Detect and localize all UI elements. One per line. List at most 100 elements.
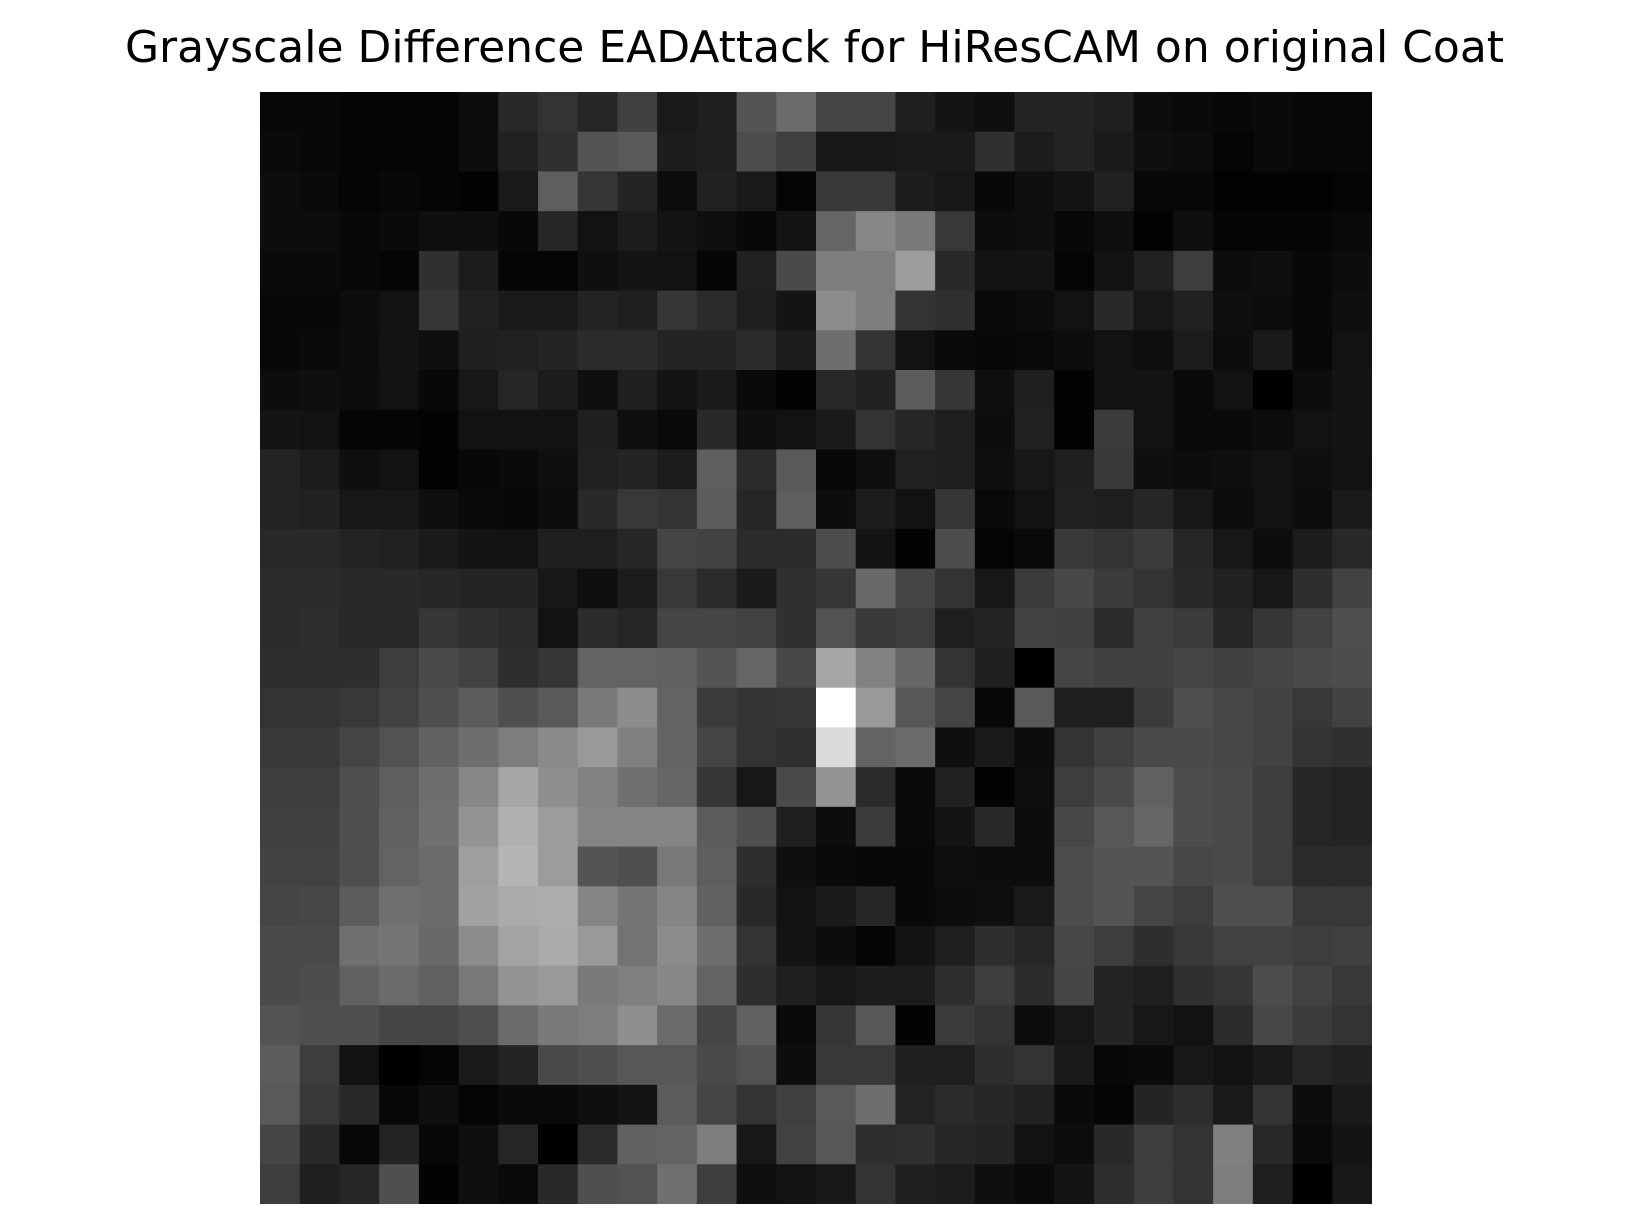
- heatmap-cell: [538, 290, 579, 331]
- heatmap-cell: [855, 330, 897, 371]
- heatmap-cell: [816, 449, 857, 490]
- heatmap-cell: [696, 211, 738, 252]
- heatmap-cell: [657, 846, 698, 887]
- heatmap-cell: [458, 250, 499, 292]
- heatmap-cell: [538, 1164, 579, 1204]
- heatmap-cell: [1133, 1084, 1175, 1126]
- heatmap-cell: [379, 926, 420, 967]
- heatmap-cell: [538, 92, 579, 133]
- heatmap-cell: [776, 370, 817, 411]
- heatmap-cell: [1014, 250, 1055, 292]
- heatmap-cell: [696, 608, 738, 649]
- heatmap-cell: [458, 370, 499, 411]
- heatmap-cell: [1292, 1045, 1333, 1086]
- heatmap-cell: [1292, 211, 1333, 252]
- heatmap-cell: [1292, 648, 1333, 689]
- heatmap-cell: [736, 330, 777, 371]
- heatmap-cell: [776, 449, 817, 490]
- heatmap-cell: [895, 568, 936, 609]
- heatmap-cell: [1252, 648, 1294, 689]
- heatmap-cell: [1292, 727, 1333, 768]
- heatmap-cell: [1213, 687, 1254, 729]
- heatmap-cell: [458, 290, 499, 331]
- heatmap-cell: [260, 846, 301, 887]
- heatmap-cell: [617, 290, 658, 331]
- heatmap-cell: [458, 806, 499, 848]
- heatmap-cell: [617, 171, 658, 212]
- heatmap-cell: [696, 965, 738, 1007]
- heatmap-cell: [935, 211, 976, 252]
- heatmap-cell: [1252, 1164, 1294, 1204]
- heatmap-cell: [1094, 926, 1135, 967]
- heatmap-cell: [974, 608, 1016, 649]
- heatmap-cell: [458, 767, 499, 808]
- heatmap-cell: [657, 489, 698, 530]
- heatmap-cell: [1213, 1005, 1254, 1046]
- heatmap-cell: [617, 211, 658, 252]
- heatmap-cell: [935, 727, 976, 768]
- heatmap-cell: [1054, 489, 1095, 530]
- heatmap-cell: [538, 1005, 579, 1046]
- heatmap-cell: [498, 926, 539, 967]
- heatmap-cell: [1213, 290, 1254, 331]
- heatmap-cell: [458, 409, 499, 451]
- heatmap-cell: [974, 489, 1016, 530]
- heatmap-cell: [617, 250, 658, 292]
- heatmap-cell: [1332, 370, 1372, 411]
- heatmap-cell: [379, 568, 420, 609]
- heatmap-cell: [696, 687, 738, 729]
- heatmap-cell: [935, 1084, 976, 1126]
- heatmap-cell: [816, 290, 857, 331]
- heatmap-cell: [339, 886, 380, 927]
- heatmap-cell: [498, 568, 539, 609]
- heatmap-cell: [1014, 449, 1055, 490]
- heatmap-cell: [895, 330, 936, 371]
- heatmap-cell: [736, 687, 777, 729]
- heatmap-cell: [339, 965, 380, 1007]
- heatmap-cell: [1133, 370, 1175, 411]
- heatmap-cell: [974, 171, 1016, 212]
- heatmap-cell: [1292, 449, 1333, 490]
- heatmap-cell: [538, 370, 579, 411]
- heatmap-cell: [657, 290, 698, 331]
- heatmap-cell: [260, 489, 301, 530]
- heatmap-cell: [538, 965, 579, 1007]
- heatmap-cell: [260, 806, 301, 848]
- heatmap-cell: [1094, 1084, 1135, 1126]
- heatmap-cell: [736, 886, 777, 927]
- heatmap-cell: [935, 926, 976, 967]
- heatmap-cell: [577, 1124, 619, 1165]
- heatmap-cell: [339, 171, 380, 212]
- heatmap-cell: [895, 250, 936, 292]
- heatmap-cell: [1292, 687, 1333, 729]
- heatmap-cell: [418, 171, 460, 212]
- heatmap-cell: [1094, 250, 1135, 292]
- heatmap-cell: [1292, 489, 1333, 530]
- heatmap-cell: [1332, 211, 1372, 252]
- heatmap-cell: [736, 568, 777, 609]
- heatmap-cell: [1252, 926, 1294, 967]
- heatmap-cell: [816, 370, 857, 411]
- heatmap-cell: [498, 290, 539, 331]
- heatmap-cell: [696, 171, 738, 212]
- heatmap-cell: [855, 1084, 897, 1126]
- heatmap-cell: [1213, 846, 1254, 887]
- heatmap-cell: [538, 886, 579, 927]
- heatmap-cell: [776, 806, 817, 848]
- heatmap-cell: [458, 727, 499, 768]
- heatmap-cell: [1094, 92, 1135, 133]
- heatmap-cell: [498, 806, 539, 848]
- heatmap-cell: [498, 608, 539, 649]
- heatmap-cell: [696, 1045, 738, 1086]
- heatmap-cell: [1094, 290, 1135, 331]
- heatmap-cell: [696, 131, 738, 173]
- heatmap-cell: [458, 886, 499, 927]
- heatmap-cell: [776, 687, 817, 729]
- heatmap-cell: [776, 1005, 817, 1046]
- heatmap-cell: [617, 687, 658, 729]
- heatmap-cell: [1133, 767, 1175, 808]
- heatmap-cell: [935, 330, 976, 371]
- heatmap-cell: [498, 727, 539, 768]
- heatmap-cell: [1332, 1005, 1372, 1046]
- heatmap-cell: [418, 211, 460, 252]
